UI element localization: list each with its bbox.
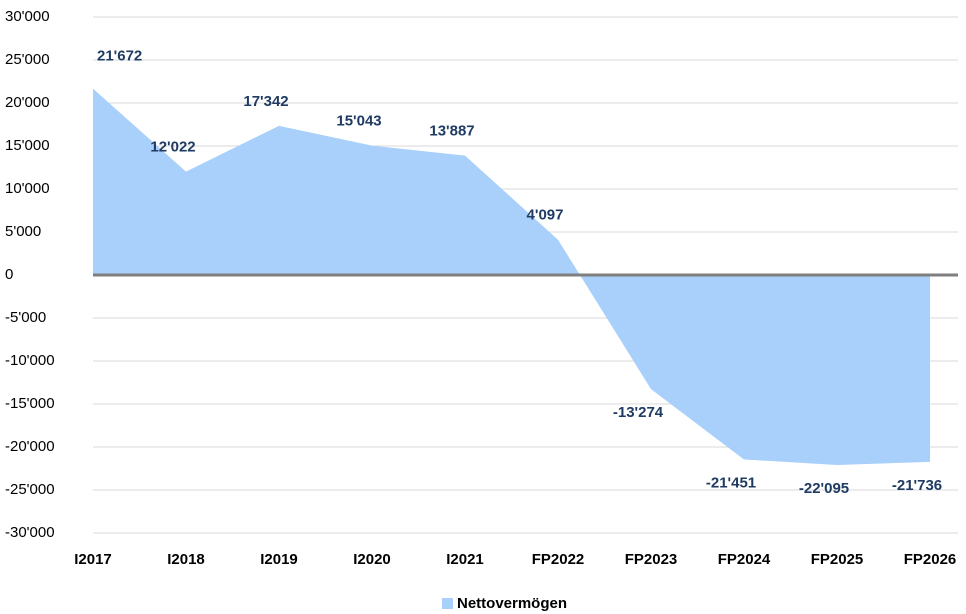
legend-label: Nettovermögen bbox=[457, 595, 567, 612]
value-label: -21'451 bbox=[706, 474, 756, 491]
value-label: -22'095 bbox=[799, 480, 849, 497]
y-tick-label: -20'000 bbox=[5, 438, 55, 455]
value-label: -13'274 bbox=[613, 404, 664, 421]
legend-swatch bbox=[442, 598, 453, 609]
x-tick-label: I2019 bbox=[260, 551, 298, 568]
y-tick-label: 10'000 bbox=[5, 180, 50, 197]
x-tick-label: FP2024 bbox=[718, 551, 771, 568]
y-tick-label: -10'000 bbox=[5, 352, 55, 369]
value-label: -21'736 bbox=[892, 477, 942, 494]
value-label: 12'022 bbox=[150, 139, 195, 156]
y-tick-label: 15'000 bbox=[5, 137, 50, 154]
x-tick-label: FP2025 bbox=[811, 551, 864, 568]
y-tick-label: 20'000 bbox=[5, 94, 50, 111]
x-tick-label: I2021 bbox=[446, 551, 484, 568]
value-label: 4'097 bbox=[527, 207, 564, 224]
x-tick-label: FP2023 bbox=[625, 551, 678, 568]
x-tick-label: FP2026 bbox=[904, 551, 957, 568]
y-tick-label: -5'000 bbox=[5, 309, 46, 326]
x-tick-label: I2020 bbox=[353, 551, 391, 568]
value-label: 15'043 bbox=[336, 113, 381, 130]
x-tick-label: I2017 bbox=[74, 551, 112, 568]
y-tick-label: 5'000 bbox=[5, 223, 41, 240]
y-tick-label: 30'000 bbox=[5, 8, 50, 25]
value-label: 21'672 bbox=[97, 48, 142, 65]
area bbox=[93, 88, 930, 466]
y-tick-label: -25'000 bbox=[5, 481, 55, 498]
x-tick-label: I2018 bbox=[167, 551, 205, 568]
value-label: 17'342 bbox=[243, 93, 288, 110]
y-tick-label: 0 bbox=[5, 266, 13, 283]
x-tick-label: FP2022 bbox=[532, 551, 585, 568]
y-tick-label: 25'000 bbox=[5, 51, 50, 68]
y-tick-label: -30'000 bbox=[5, 524, 55, 541]
value-label: 13'887 bbox=[429, 123, 474, 140]
y-tick-label: -15'000 bbox=[5, 395, 55, 412]
